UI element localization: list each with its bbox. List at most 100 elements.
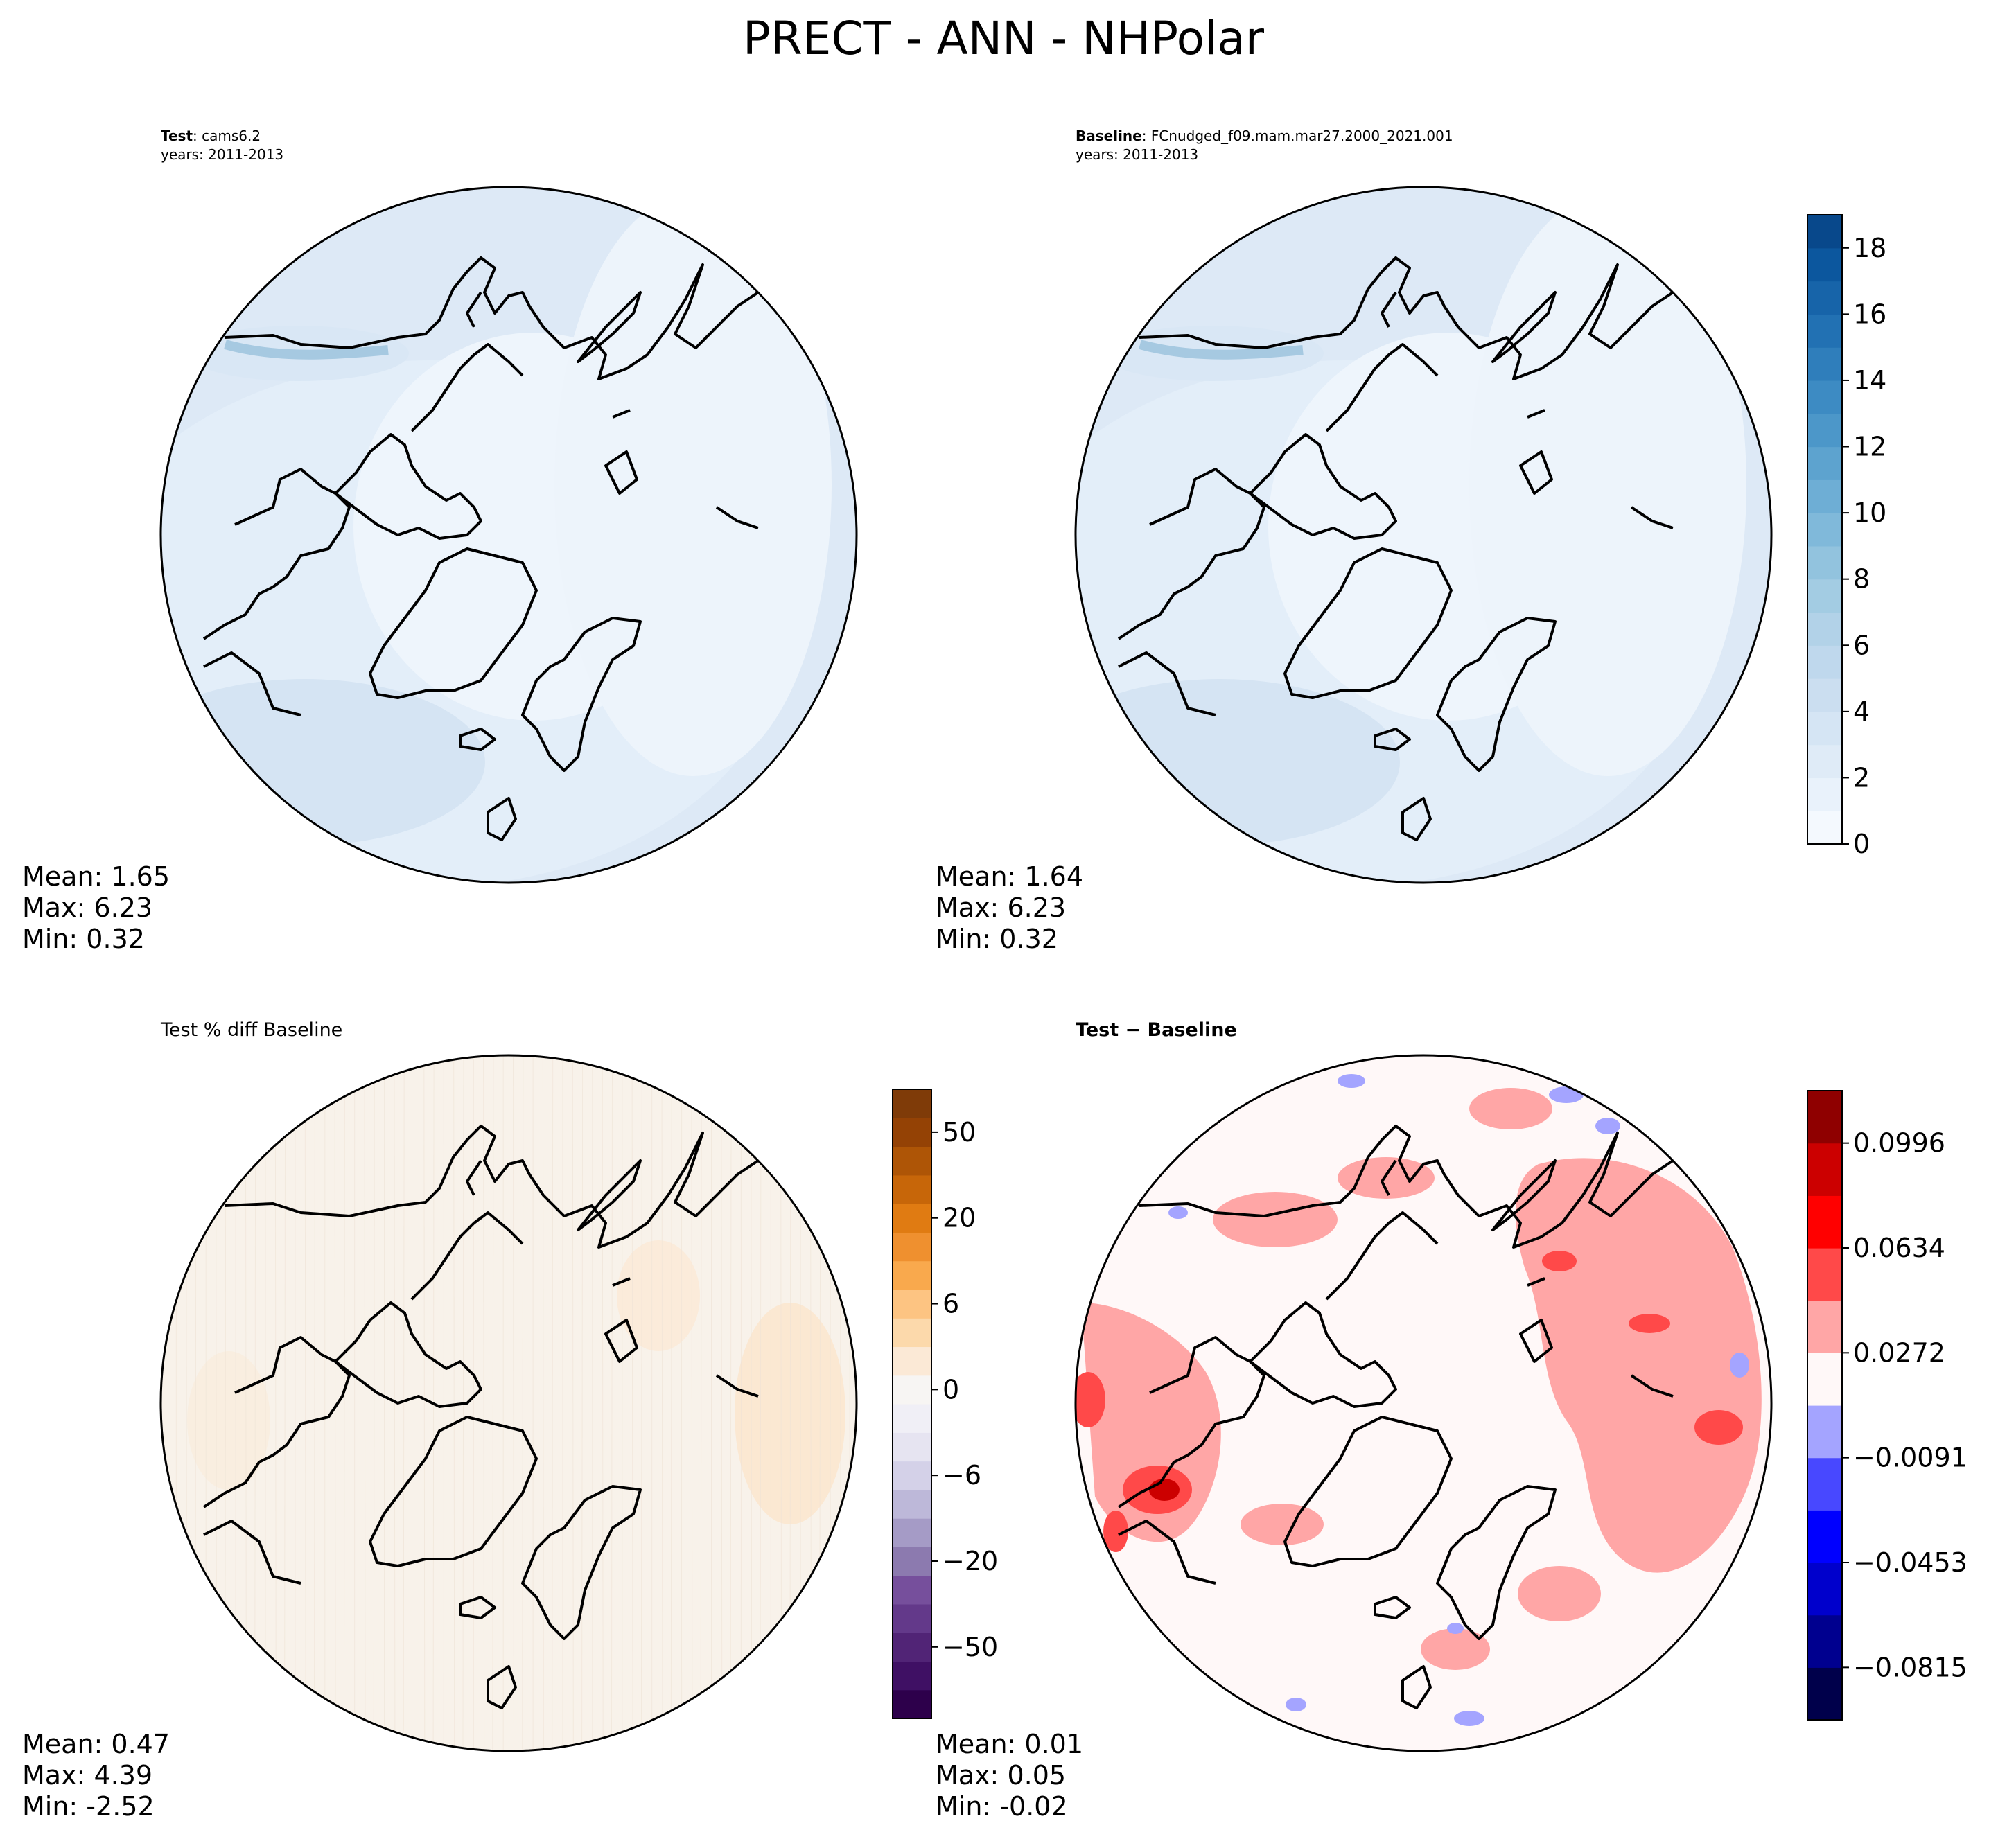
map-test — [161, 187, 857, 883]
pctdiff-texture-line — [611, 1055, 613, 1751]
cb-pctdiff-swatch — [893, 1575, 931, 1605]
map-diff-boundary — [1074, 1054, 1773, 1752]
cb-pctdiff-swatch — [893, 1689, 931, 1719]
cb-precip-tick-label: 8 — [1853, 564, 1870, 595]
pctdiff-texture-line — [839, 1055, 841, 1751]
pctdiff-texture-line — [760, 1055, 762, 1751]
pctdiff-texture-line — [751, 1055, 753, 1751]
cb-diff-swatch — [1807, 1405, 1842, 1459]
pctdiff-texture-line — [810, 1055, 812, 1751]
cb-precip-tick-label: 16 — [1853, 299, 1886, 329]
pctdiff-texture-line — [730, 1055, 732, 1751]
pctdiff-texture-line — [602, 1055, 604, 1751]
pctdiff-texture-line — [284, 1055, 286, 1751]
stats-diff-mean: Mean: 0.01 — [936, 1729, 1083, 1759]
stats-pctdiff-max: Max: 4.39 — [22, 1760, 152, 1790]
pctdiff-texture-line — [304, 1055, 306, 1751]
cb-precip-swatch — [1807, 314, 1842, 348]
cb-pctdiff-swatch — [893, 1375, 931, 1405]
cb-precip-swatch — [1807, 215, 1842, 249]
cb-pctdiff-swatch — [893, 1118, 931, 1147]
stats-pctdiff-min: Min: -2.52 — [22, 1791, 155, 1822]
pctdiff-texture-line — [245, 1055, 247, 1751]
figure-title: PRECT - ANN - NHPolar — [743, 12, 1265, 65]
cb-pctdiff-swatch — [893, 1404, 931, 1433]
cb-precip-swatch — [1807, 281, 1842, 315]
cb-pctdiff-swatch — [893, 1633, 931, 1662]
cb-precip-swatch — [1807, 380, 1842, 414]
pctdiff-texture-line — [552, 1055, 554, 1751]
pctdiff-texture-line — [572, 1055, 574, 1751]
cb-diff-swatch — [1807, 1563, 1842, 1616]
map-test-boundary — [159, 186, 858, 884]
cb-pctdiff-tick-label: 50 — [943, 1117, 976, 1147]
panel-pctdiff: Test % diff Baseline Mean: 0.47 Max: 4.3… — [22, 1019, 858, 1822]
pctdiff-texture-line — [789, 1055, 791, 1751]
cb-diff-tick-label: −0.0815 — [1853, 1652, 1967, 1682]
stats-baseline-min: Min: 0.32 — [936, 924, 1058, 954]
cb-precip-swatch — [1807, 678, 1842, 712]
cb-diff-tick-label: −0.0091 — [1853, 1443, 1967, 1473]
pctdiff-texture-line — [581, 1055, 584, 1751]
cb-precip-swatch — [1807, 413, 1842, 448]
cb-pctdiff-swatch — [893, 1232, 931, 1262]
stats-diff-max: Max: 0.05 — [936, 1760, 1066, 1790]
panel-baseline: Baseline: FCnudged_f09.mam.mar27.2000_20… — [936, 127, 1773, 954]
cb-diff-swatch — [1807, 1353, 1842, 1406]
panel-test-title: Test: cams6.2 — [161, 127, 261, 144]
cb-precip-swatch — [1807, 811, 1842, 845]
cb-precip-swatch — [1807, 446, 1842, 480]
colorbar-diff: −0.0815 −0.0453 −0.0091 0.0272 0.0634 0.0996 — [1807, 1090, 1967, 1721]
stats-diff-min: Min: -0.02 — [936, 1791, 1068, 1822]
cb-pctdiff-swatch — [893, 1146, 931, 1176]
cb-precip-swatch — [1807, 777, 1842, 811]
cb-pctdiff-swatch — [893, 1346, 931, 1376]
cb-pctdiff-swatch — [893, 1661, 931, 1691]
map-diff — [1076, 1055, 1771, 1751]
cb-pctdiff-swatch — [893, 1174, 931, 1204]
panel-test-title-bold: Test — [161, 127, 193, 144]
pctdiff-texture-line — [640, 1055, 642, 1751]
pctdiff-texture-line — [274, 1055, 277, 1751]
cb-pctdiff-tick-label: −20 — [943, 1546, 998, 1576]
cb-pctdiff-swatch — [893, 1318, 931, 1348]
pctdiff-texture-line — [721, 1055, 723, 1751]
panel-baseline-subtitle: years: 2011-2013 — [1076, 146, 1198, 163]
cb-diff-swatch — [1807, 1510, 1842, 1563]
panel-test: Test: cams6.2 years: 2011-2013 Mean: 1.6… — [22, 127, 858, 954]
panel-test-title-rest: : cams6.2 — [193, 127, 261, 144]
panel-pctdiff-title: Test % diff Baseline — [160, 1019, 342, 1041]
cb-precip-tick-label: 4 — [1853, 696, 1870, 727]
cb-diff-tick-label: −0.0453 — [1853, 1547, 1967, 1578]
cb-diff-swatch — [1807, 1091, 1842, 1144]
cb-precip-swatch — [1807, 645, 1842, 679]
cb-precip-swatch — [1807, 513, 1842, 547]
cb-diff-swatch — [1807, 1614, 1842, 1668]
cb-diff-swatch — [1807, 1667, 1842, 1721]
cb-pctdiff-swatch — [893, 1547, 931, 1576]
panel-baseline-title-bold: Baseline — [1076, 127, 1142, 144]
colorbar-pctdiff: −50 −20 −6 0 6 20 50 — [892, 1089, 998, 1719]
stats-test-mean: Mean: 1.65 — [22, 861, 170, 892]
cb-pctdiff-tick-label: 0 — [943, 1374, 959, 1405]
panel-baseline-title-rest: : FCnudged_f09.mam.mar27.2000_2021.001 — [1142, 127, 1453, 144]
pctdiff-texture-line — [403, 1055, 405, 1751]
pctdiff-texture-line — [225, 1055, 227, 1751]
cb-diff-swatch — [1807, 1300, 1842, 1353]
panel-diff: Test − Baseline — [936, 1019, 1773, 1822]
cb-precip-swatch — [1807, 612, 1842, 646]
cb-pctdiff-border — [892, 1089, 932, 1719]
cb-diff-tick-label: 0.0272 — [1853, 1337, 1945, 1368]
cb-precip-tick-label: 14 — [1853, 365, 1886, 396]
cb-pctdiff-swatch — [893, 1518, 931, 1547]
cb-diff-border — [1807, 1090, 1843, 1721]
cb-diff-swatch — [1807, 1195, 1842, 1249]
pctdiff-texture-line — [254, 1055, 256, 1751]
pctdiff-texture-line — [216, 1055, 217, 1751]
cb-precip-tick-label: 2 — [1853, 762, 1870, 793]
pctdiff-texture-line — [819, 1055, 821, 1751]
panel-test-subtitle: years: 2011-2013 — [161, 146, 283, 163]
pctdiff-texture-line — [394, 1055, 396, 1751]
pctdiff-texture-line — [661, 1055, 663, 1751]
cb-diff-swatch — [1807, 1457, 1842, 1511]
